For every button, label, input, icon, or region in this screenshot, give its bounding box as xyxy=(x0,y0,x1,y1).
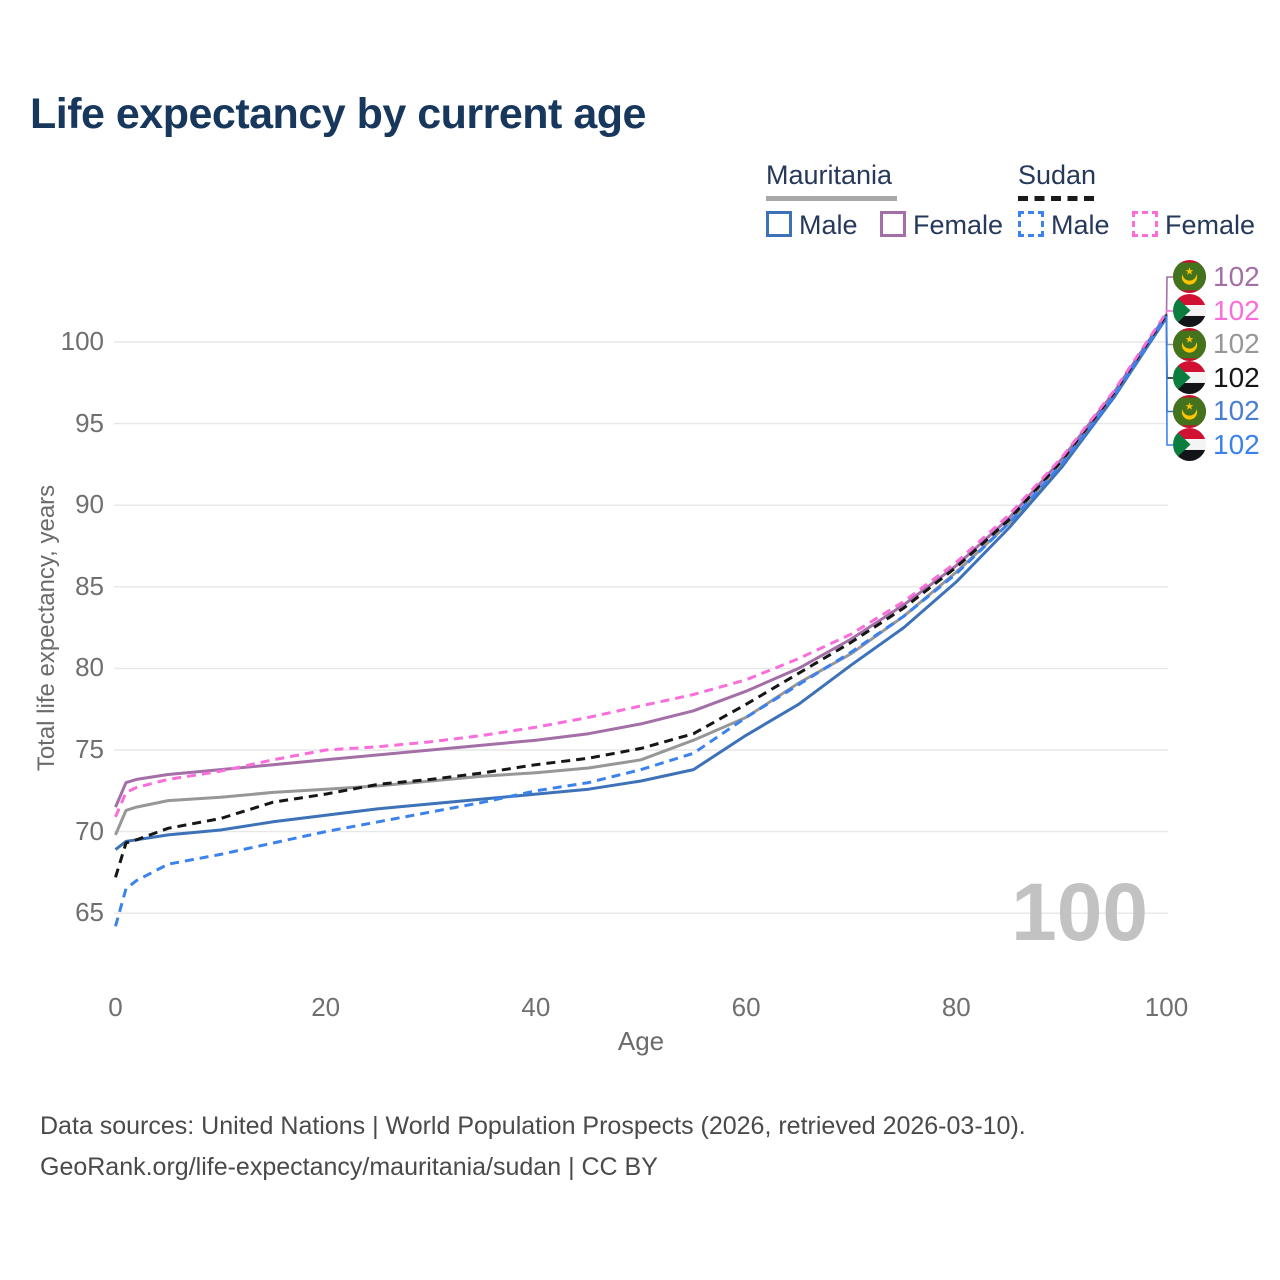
current-age-watermark: 100 xyxy=(1011,867,1148,958)
x-tick-label: 100 xyxy=(1144,992,1189,1022)
series-line-sudan-female[interactable] xyxy=(114,311,1168,818)
legend-country-sudan[interactable]: Sudan xyxy=(1018,160,1097,190)
end-label-connector xyxy=(1165,315,1173,446)
legend-country-mauritania[interactable]: Mauritania xyxy=(766,160,893,190)
legend-item-sudan-female[interactable]: Female xyxy=(1164,210,1256,240)
y-tick-label: 100 xyxy=(60,326,104,356)
series-line-sudan-overall[interactable] xyxy=(114,313,1168,878)
sudan-flag-icon xyxy=(1173,294,1206,327)
end-label-value: 102 xyxy=(1213,395,1260,426)
mauritania-flag-icon xyxy=(1173,260,1206,293)
page-title: Life expectancy by current age xyxy=(30,90,646,138)
end-label-value: 102 xyxy=(1213,361,1260,393)
end-label-connector xyxy=(1165,310,1173,313)
footer: Data sources: United Nations | World Pop… xyxy=(40,1106,1026,1188)
end-label-row[interactable]: 102 xyxy=(1173,327,1260,362)
footer-attribution[interactable]: GeoRank.org/life-expectancy/mauritania/s… xyxy=(40,1153,658,1181)
legend-swatch-sudan-male[interactable] xyxy=(1018,211,1044,237)
y-tick-label: 95 xyxy=(75,407,104,438)
end-label-row[interactable]: 102 xyxy=(1173,260,1260,294)
end-label-value: 102 xyxy=(1213,328,1260,359)
series-line-mauritania-male[interactable] xyxy=(114,316,1168,851)
y-axis-title: Total life expectancy, years xyxy=(33,484,60,772)
y-tick-label: 80 xyxy=(75,652,104,683)
legend-swatch-mauritania-male[interactable] xyxy=(766,211,792,237)
end-label-value: 102 xyxy=(1213,294,1260,326)
x-tick-label: 20 xyxy=(311,992,341,1022)
dashed-line-key-icon xyxy=(1018,196,1094,201)
y-tick-label: 85 xyxy=(75,570,104,601)
series-line-mauritania-overall[interactable] xyxy=(114,315,1168,836)
x-axis-title: Age xyxy=(617,1026,665,1056)
end-label-connector xyxy=(1165,276,1173,315)
series-line-mauritania-female[interactable] xyxy=(114,313,1168,808)
legend-item-sudan-male[interactable]: Male xyxy=(1051,210,1110,240)
end-label-value: 102 xyxy=(1213,428,1260,460)
y-tick-label: 70 xyxy=(75,815,104,846)
x-tick-label: 0 xyxy=(108,992,123,1022)
end-label-row[interactable]: 102 xyxy=(1173,361,1260,395)
sudan-flag-icon xyxy=(1173,428,1206,461)
legend-group-sudan: Sudan Male Female xyxy=(1018,160,1273,241)
end-label-row[interactable]: 102 xyxy=(1173,428,1260,462)
series-line-sudan-male[interactable] xyxy=(114,315,1168,927)
legend-item-mauritania-female[interactable]: Female xyxy=(912,210,1004,240)
sudan-flag-icon xyxy=(1173,361,1206,394)
legend-item-mauritania-male[interactable]: Male xyxy=(799,210,858,240)
x-tick-label: 40 xyxy=(521,992,551,1022)
solid-line-key-icon xyxy=(766,196,897,201)
footer-data-sources: Data sources: United Nations | World Pop… xyxy=(40,1112,1026,1140)
y-tick-label: 65 xyxy=(75,897,104,928)
mauritania-flag-icon xyxy=(1173,394,1206,428)
legend-swatch-sudan-female[interactable] xyxy=(1131,211,1158,237)
legend-group-mauritania: Mauritania Male Female xyxy=(766,160,1021,241)
x-tick-label: 60 xyxy=(731,992,761,1022)
end-label-row[interactable]: 102 xyxy=(1173,294,1260,328)
legend-swatch-mauritania-female[interactable] xyxy=(879,211,906,237)
mauritania-flag-icon xyxy=(1173,327,1206,361)
end-label-row[interactable]: 102 xyxy=(1173,394,1260,429)
x-tick-label: 80 xyxy=(941,992,971,1022)
y-tick-label: 90 xyxy=(75,489,104,520)
y-tick-label: 75 xyxy=(75,734,104,764)
end-label-value: 102 xyxy=(1213,260,1260,292)
